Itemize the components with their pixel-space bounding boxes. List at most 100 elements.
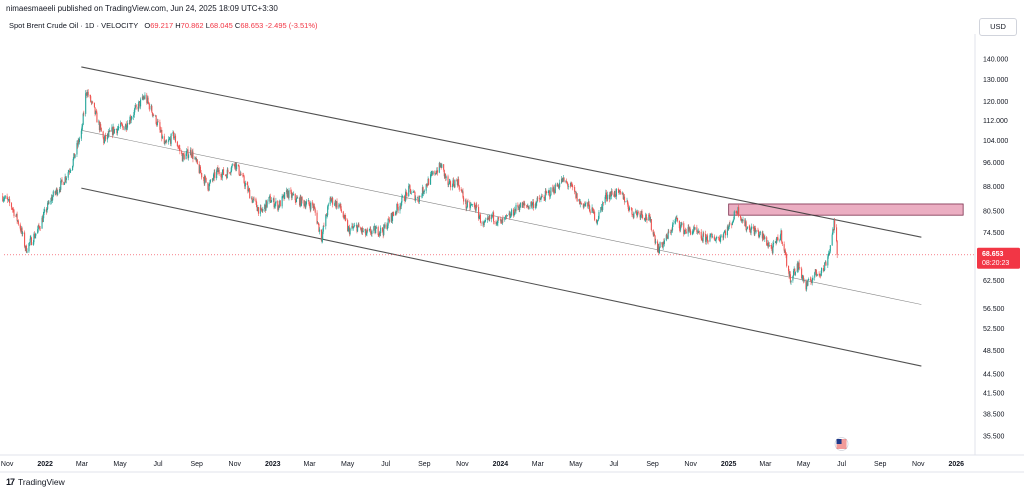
candle-body xyxy=(120,122,122,127)
candle-body xyxy=(610,191,612,197)
candle-body xyxy=(492,212,494,217)
candle-body xyxy=(67,172,69,178)
candle-body xyxy=(749,227,751,233)
candle-body xyxy=(330,197,332,202)
candle-body xyxy=(305,201,308,205)
candle-body xyxy=(764,237,766,239)
candle-body xyxy=(425,184,427,191)
candle-body xyxy=(92,101,94,103)
candle-body xyxy=(706,235,708,238)
tradingview-logo[interactable]: 17 TradingView xyxy=(6,477,65,487)
candle-body xyxy=(803,280,805,282)
candle-body xyxy=(748,226,750,228)
candle-body xyxy=(367,229,369,231)
candle-body xyxy=(85,92,87,94)
candle-body xyxy=(401,196,403,203)
candle-body xyxy=(635,211,637,213)
candle-body xyxy=(73,153,75,159)
candle-body xyxy=(256,207,258,211)
candle-body xyxy=(593,211,595,214)
candle-body xyxy=(413,191,415,193)
candle-body xyxy=(55,191,57,194)
candle-body xyxy=(497,217,499,224)
publisher-line: nimaesmaeeli published on TradingView.co… xyxy=(6,4,278,13)
candle-body xyxy=(157,121,159,123)
y-tick-label: 38.500 xyxy=(983,411,1005,418)
candle-body xyxy=(325,214,327,217)
candle-body xyxy=(495,221,497,225)
candle-body xyxy=(417,197,419,202)
candle-body xyxy=(763,238,765,240)
y-tick-label: 74.500 xyxy=(983,230,1005,237)
candle-body xyxy=(333,204,336,206)
candle-body xyxy=(246,182,248,185)
candle-body xyxy=(133,114,135,118)
candle-body xyxy=(176,141,178,147)
candle-body xyxy=(430,174,432,185)
candle-body xyxy=(532,201,534,204)
candle-body xyxy=(133,109,135,115)
candle-body xyxy=(567,186,569,187)
candle-body xyxy=(732,220,734,222)
candle-body xyxy=(810,280,812,282)
candle-body xyxy=(15,213,18,217)
candle-body xyxy=(627,200,629,205)
candle-body xyxy=(693,227,695,232)
candle-body xyxy=(527,206,529,207)
y-tick-label: 88.000 xyxy=(983,184,1005,191)
candle-body xyxy=(9,199,11,204)
candle-body xyxy=(314,206,316,209)
candle-body xyxy=(597,218,599,221)
candle-body xyxy=(190,149,192,156)
candle-body xyxy=(65,176,67,181)
candle-body xyxy=(125,123,127,130)
candle-body xyxy=(178,147,180,148)
candle-body xyxy=(430,173,432,175)
candle-body xyxy=(547,190,549,194)
candle-body xyxy=(52,191,54,197)
candle-body xyxy=(295,197,298,203)
candle-body xyxy=(24,246,26,249)
candle-body xyxy=(449,181,451,182)
candle-body xyxy=(138,102,140,110)
candle-body xyxy=(818,274,820,275)
candle-body xyxy=(806,282,808,290)
candle-body xyxy=(418,201,420,203)
candle-body xyxy=(335,201,337,207)
candle-body xyxy=(283,194,285,199)
candle-body xyxy=(146,97,148,103)
candle-body xyxy=(69,170,71,172)
candle-body xyxy=(35,233,37,236)
candle-body xyxy=(74,154,76,158)
candle-body xyxy=(501,219,503,224)
candle-body xyxy=(6,195,8,200)
candle-body xyxy=(242,175,245,177)
candle-body xyxy=(819,274,821,275)
candle-body xyxy=(13,209,15,217)
candle-body xyxy=(310,202,312,210)
us-flag-icon[interactable] xyxy=(834,437,849,451)
candle-body xyxy=(410,188,412,194)
candle-body xyxy=(296,197,298,199)
candle-body xyxy=(292,193,294,196)
candle-body xyxy=(602,202,604,204)
candle-body xyxy=(623,196,626,202)
candle-body xyxy=(47,202,49,209)
candle-body xyxy=(426,184,428,186)
candle-body xyxy=(279,200,281,207)
candle-body xyxy=(270,200,273,203)
candle-body xyxy=(187,149,189,158)
candle-body xyxy=(294,193,296,201)
close-label: C xyxy=(234,21,241,30)
x-tick-label: Nov xyxy=(456,461,469,468)
candle-body xyxy=(212,174,215,180)
candle-body xyxy=(112,126,114,136)
candle-body xyxy=(322,231,324,240)
candle-body xyxy=(456,180,458,181)
currency-button[interactable]: USD xyxy=(979,18,1017,36)
symbol-name[interactable]: Spot Brent Crude Oil · 1D · VELOCITY xyxy=(9,21,139,30)
candle-body xyxy=(438,162,440,173)
candle-body xyxy=(266,200,268,207)
candle-body xyxy=(630,207,632,209)
